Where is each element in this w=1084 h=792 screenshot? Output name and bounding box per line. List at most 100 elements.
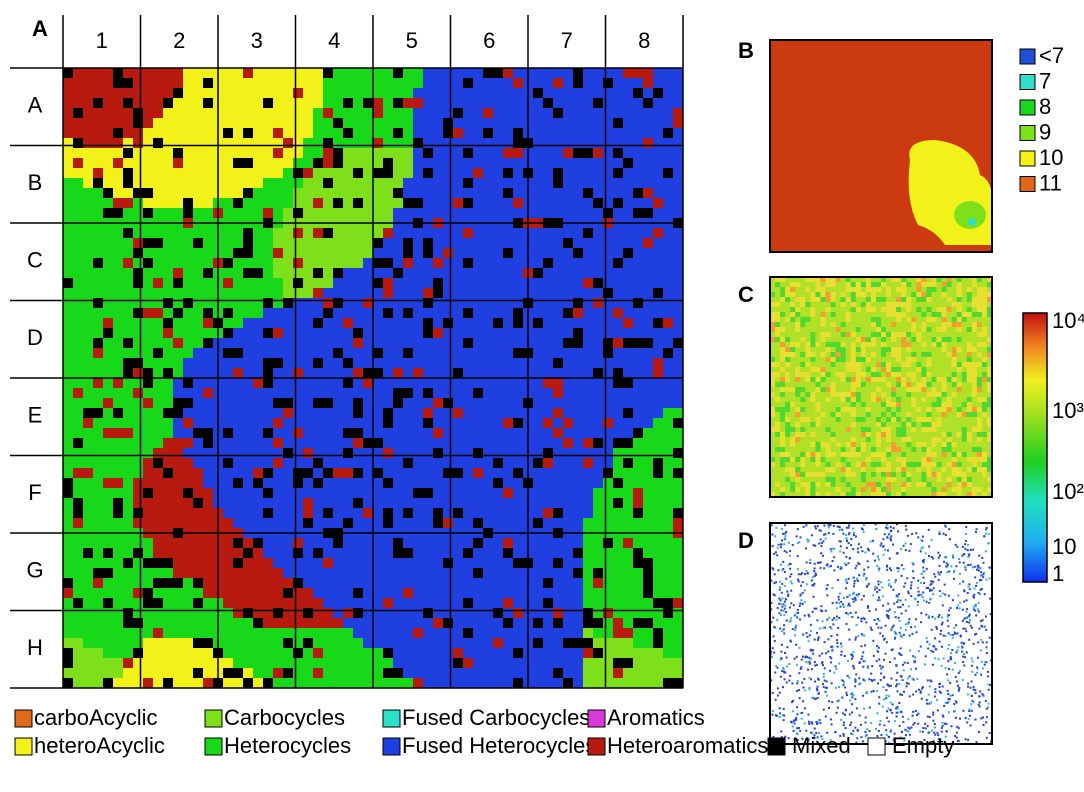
- map-cell: [143, 368, 154, 379]
- map-cell: [673, 408, 684, 419]
- map-cell: [825, 447, 831, 453]
- map-cell: [563, 208, 574, 219]
- map-cell: [373, 188, 384, 199]
- map-cell: [603, 278, 614, 289]
- map-cell: [233, 678, 244, 689]
- map-cell: [805, 312, 811, 318]
- map-cell: [553, 548, 564, 559]
- map-cell: [243, 458, 254, 469]
- map-cell: [553, 78, 564, 89]
- map-cell: [865, 347, 872, 353]
- map-cell: [173, 608, 184, 619]
- map-cell: [533, 98, 544, 109]
- map-cell: [855, 282, 862, 288]
- map-cell: [563, 638, 574, 649]
- map-cell: [886, 377, 892, 383]
- map-cell: [283, 288, 294, 299]
- map-cell: [423, 378, 434, 389]
- map-cell: [153, 418, 164, 429]
- map-cell: [835, 462, 841, 468]
- map-cell: [770, 342, 776, 348]
- map-cell: [103, 168, 114, 179]
- map-cell: [333, 278, 344, 289]
- map-cell: [563, 428, 574, 439]
- map-cell: [805, 292, 811, 298]
- map-cell: [775, 372, 781, 378]
- map-cell: [613, 98, 624, 109]
- map-cell: [633, 348, 644, 359]
- map-cell: [643, 288, 654, 299]
- map-cell: [123, 608, 134, 619]
- map-cell: [443, 238, 454, 249]
- map-cell: [830, 407, 836, 413]
- map-cell: [825, 372, 831, 378]
- map-cell: [870, 312, 877, 318]
- map-cell: [143, 78, 154, 89]
- map-cell: [503, 468, 514, 479]
- map-cell: [663, 598, 674, 609]
- map-cell: [653, 468, 664, 479]
- map-cell: [193, 228, 204, 239]
- map-cell: [663, 338, 674, 349]
- map-cell: [483, 168, 494, 179]
- map-cell: [253, 98, 264, 109]
- map-cell: [840, 402, 846, 408]
- map-cell: [850, 482, 857, 488]
- map-cell: [603, 678, 614, 689]
- map-cell: [123, 278, 134, 289]
- map-cell: [183, 448, 194, 459]
- map-cell: [113, 668, 124, 679]
- map-cell: [815, 422, 821, 428]
- map-cell: [103, 398, 114, 409]
- map-cell: [173, 368, 184, 379]
- map-cell: [825, 442, 831, 448]
- map-cell: [123, 188, 134, 199]
- map-cell: [383, 168, 394, 179]
- map-cell: [875, 307, 882, 313]
- map-cell: [283, 678, 294, 689]
- map-cell: [203, 328, 214, 339]
- map-cell: [810, 352, 816, 358]
- map-cell: [886, 387, 892, 393]
- map-cell: [333, 488, 344, 499]
- map-cell: [473, 328, 484, 339]
- map-cell: [513, 428, 524, 439]
- map-cell: [493, 78, 504, 89]
- map-cell: [785, 422, 791, 428]
- map-cell: [830, 292, 836, 298]
- map-cell: [850, 347, 857, 353]
- map-cell: [800, 307, 806, 313]
- map-cell: [815, 472, 821, 478]
- map-cell: [613, 188, 624, 199]
- map-cell: [886, 457, 892, 463]
- map-cell: [643, 578, 654, 589]
- map-cell: [613, 618, 624, 629]
- map-cell: [73, 618, 84, 629]
- map-cell: [433, 318, 444, 329]
- map-cell: [413, 548, 424, 559]
- map-cell: [503, 88, 514, 99]
- map-cell: [875, 342, 882, 348]
- map-cell: [153, 388, 164, 399]
- map-cell: [253, 658, 264, 669]
- map-cell: [483, 288, 494, 299]
- map-cell: [663, 238, 674, 249]
- map-cell: [770, 452, 776, 458]
- map-cell: [820, 372, 826, 378]
- map-cell: [363, 88, 374, 99]
- map-cell: [223, 338, 234, 349]
- map-cell: [790, 432, 796, 438]
- map-cell: [93, 518, 104, 529]
- map-cell: [860, 377, 867, 383]
- map-cell: [770, 372, 776, 378]
- map-cell: [313, 368, 324, 379]
- map-cell: [845, 337, 851, 343]
- map-cell: [855, 457, 862, 463]
- map-cell: [253, 78, 264, 89]
- map-cell: [473, 478, 484, 489]
- map-cell: [63, 648, 74, 659]
- map-cell: [775, 377, 781, 383]
- map-cell: [353, 608, 364, 619]
- map-cell: [153, 138, 164, 149]
- map-cell: [433, 308, 444, 319]
